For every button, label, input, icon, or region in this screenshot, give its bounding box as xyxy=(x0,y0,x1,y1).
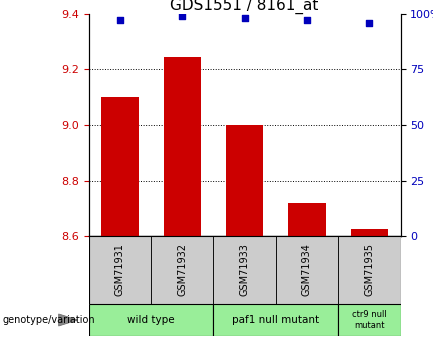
Polygon shape xyxy=(59,314,78,326)
Bar xyxy=(338,236,401,304)
Bar xyxy=(213,304,338,336)
Bar xyxy=(351,229,388,236)
Bar xyxy=(151,236,213,304)
Text: paf1 null mutant: paf1 null mutant xyxy=(232,315,320,325)
Point xyxy=(116,18,123,23)
Bar xyxy=(164,57,201,236)
Bar xyxy=(101,97,139,236)
Text: wild type: wild type xyxy=(127,315,175,325)
Text: GSM71932: GSM71932 xyxy=(177,244,187,296)
Bar xyxy=(226,125,263,236)
Bar xyxy=(89,236,151,304)
Text: GSM71931: GSM71931 xyxy=(115,244,125,296)
Text: GSM71933: GSM71933 xyxy=(239,244,250,296)
Title: GDS1551 / 8161_at: GDS1551 / 8161_at xyxy=(171,0,319,14)
Text: GSM71934: GSM71934 xyxy=(302,244,312,296)
Text: ctr9 null
mutant: ctr9 null mutant xyxy=(352,310,387,330)
Point xyxy=(304,18,310,23)
Text: genotype/variation: genotype/variation xyxy=(2,315,95,325)
Bar xyxy=(338,304,401,336)
Bar xyxy=(288,203,326,236)
Text: GSM71935: GSM71935 xyxy=(364,244,375,296)
Bar xyxy=(276,236,338,304)
Bar xyxy=(213,236,276,304)
Point xyxy=(366,20,373,26)
Point xyxy=(241,16,248,21)
Bar xyxy=(89,304,213,336)
Point xyxy=(179,13,186,19)
